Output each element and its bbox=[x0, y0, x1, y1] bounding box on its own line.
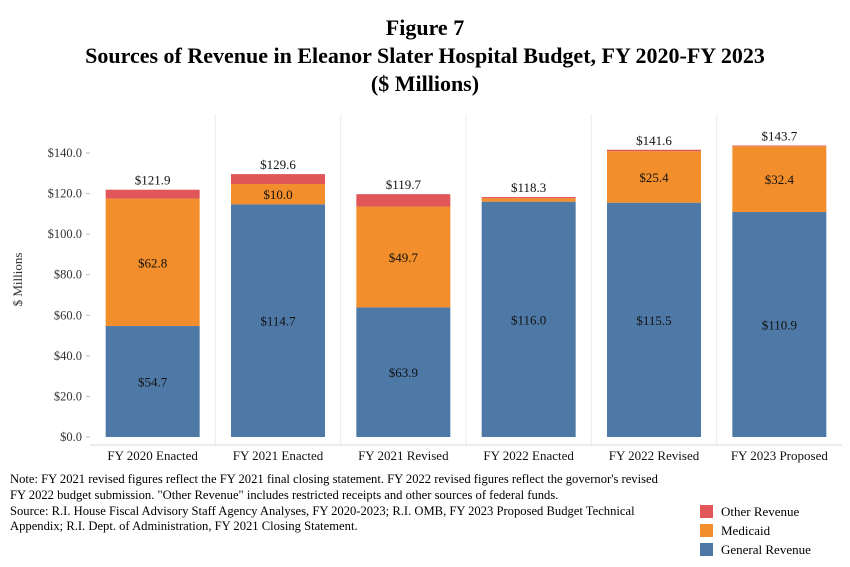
y-tick-label: $80.0 bbox=[54, 268, 82, 282]
bar-general-revenue bbox=[105, 326, 200, 437]
bar-other-revenue bbox=[105, 189, 200, 199]
total-label: $118.3 bbox=[511, 180, 546, 195]
legend-item-medicaid: Medicaid bbox=[700, 521, 811, 540]
chart-title: Sources of Revenue in Eleanor Slater Hos… bbox=[85, 43, 765, 68]
legend-swatch-medicaid bbox=[700, 524, 713, 537]
data-label: $32.4 bbox=[765, 172, 795, 187]
bar-medicaid bbox=[481, 198, 576, 202]
chart-notes: Note: FY 2021 revised figures reflect th… bbox=[10, 472, 670, 535]
bar-other-revenue bbox=[607, 149, 701, 152]
x-tick-label: FY 2022 Revised bbox=[609, 448, 700, 463]
y-tick-label: $0.0 bbox=[60, 430, 82, 444]
figure-label: Figure 7 bbox=[385, 15, 465, 40]
chart-subtitle: ($ Millions) bbox=[370, 71, 480, 96]
source-text: Source: R.I. House Fiscal Advisory Staff… bbox=[10, 503, 635, 534]
bar-medicaid bbox=[732, 146, 827, 213]
legend-swatch-general-revenue bbox=[700, 543, 713, 556]
bar-medicaid bbox=[105, 198, 200, 327]
bar-general-revenue bbox=[481, 201, 576, 437]
bar-other-revenue bbox=[356, 194, 451, 207]
bar-other-revenue bbox=[231, 174, 325, 185]
data-label: $54.7 bbox=[138, 375, 168, 390]
bar-general-revenue bbox=[732, 212, 827, 437]
total-label: $129.6 bbox=[260, 157, 296, 172]
total-label: $143.7 bbox=[761, 128, 797, 143]
data-label: $110.9 bbox=[762, 318, 797, 333]
bar-general-revenue bbox=[356, 307, 451, 437]
data-label: $49.7 bbox=[389, 250, 419, 265]
legend-item-general-revenue: General Revenue bbox=[700, 540, 811, 559]
x-tick-label: FY 2022 Enacted bbox=[483, 448, 574, 463]
x-tick-label: FY 2021 Revised bbox=[358, 448, 449, 463]
data-label: $10.0 bbox=[263, 187, 292, 202]
y-tick-label: $120.0 bbox=[48, 187, 82, 201]
chart-legend: Other Revenue Medicaid General Revenue bbox=[700, 502, 811, 559]
data-label: $115.5 bbox=[636, 313, 671, 328]
x-tick-label: FY 2021 Enacted bbox=[233, 448, 324, 463]
bar-general-revenue bbox=[231, 204, 325, 437]
y-tick-label: $60.0 bbox=[54, 308, 82, 322]
legend-label-other-revenue: Other Revenue bbox=[721, 503, 800, 519]
y-tick-label: $20.0 bbox=[54, 389, 82, 403]
legend-item-other-revenue: Other Revenue bbox=[700, 502, 811, 521]
data-label: $25.4 bbox=[639, 170, 669, 185]
bar-other-revenue bbox=[481, 197, 576, 199]
note-text: Note: FY 2021 revised figures reflect th… bbox=[10, 472, 658, 502]
data-label: $116.0 bbox=[511, 312, 546, 327]
y-axis-label: $ Millions bbox=[10, 253, 25, 307]
bar-general-revenue bbox=[607, 202, 701, 437]
data-label: $114.7 bbox=[260, 314, 296, 329]
bar-medicaid bbox=[356, 206, 451, 308]
x-tick-label: FY 2020 Enacted bbox=[107, 448, 198, 463]
legend-label-medicaid: Medicaid bbox=[721, 522, 771, 538]
total-label: $141.6 bbox=[636, 133, 672, 148]
legend-label-general-revenue: General Revenue bbox=[721, 541, 811, 557]
chart-title-block: Figure 7 Sources of Revenue in Eleanor S… bbox=[0, 14, 850, 98]
bar-medicaid bbox=[607, 151, 701, 203]
x-tick-label: FY 2023 Proposed bbox=[731, 448, 829, 463]
bar-medicaid bbox=[231, 184, 325, 205]
y-tick-label: $100.0 bbox=[48, 227, 82, 241]
y-tick-label: $40.0 bbox=[54, 349, 82, 363]
y-tick-label: $140.0 bbox=[48, 146, 82, 160]
legend-swatch-other-revenue bbox=[700, 505, 713, 518]
data-label: $63.9 bbox=[389, 365, 418, 380]
total-label: $121.9 bbox=[135, 173, 171, 188]
data-label: $62.8 bbox=[138, 255, 167, 270]
total-label: $119.7 bbox=[386, 177, 422, 192]
bar-other-revenue bbox=[732, 145, 827, 147]
